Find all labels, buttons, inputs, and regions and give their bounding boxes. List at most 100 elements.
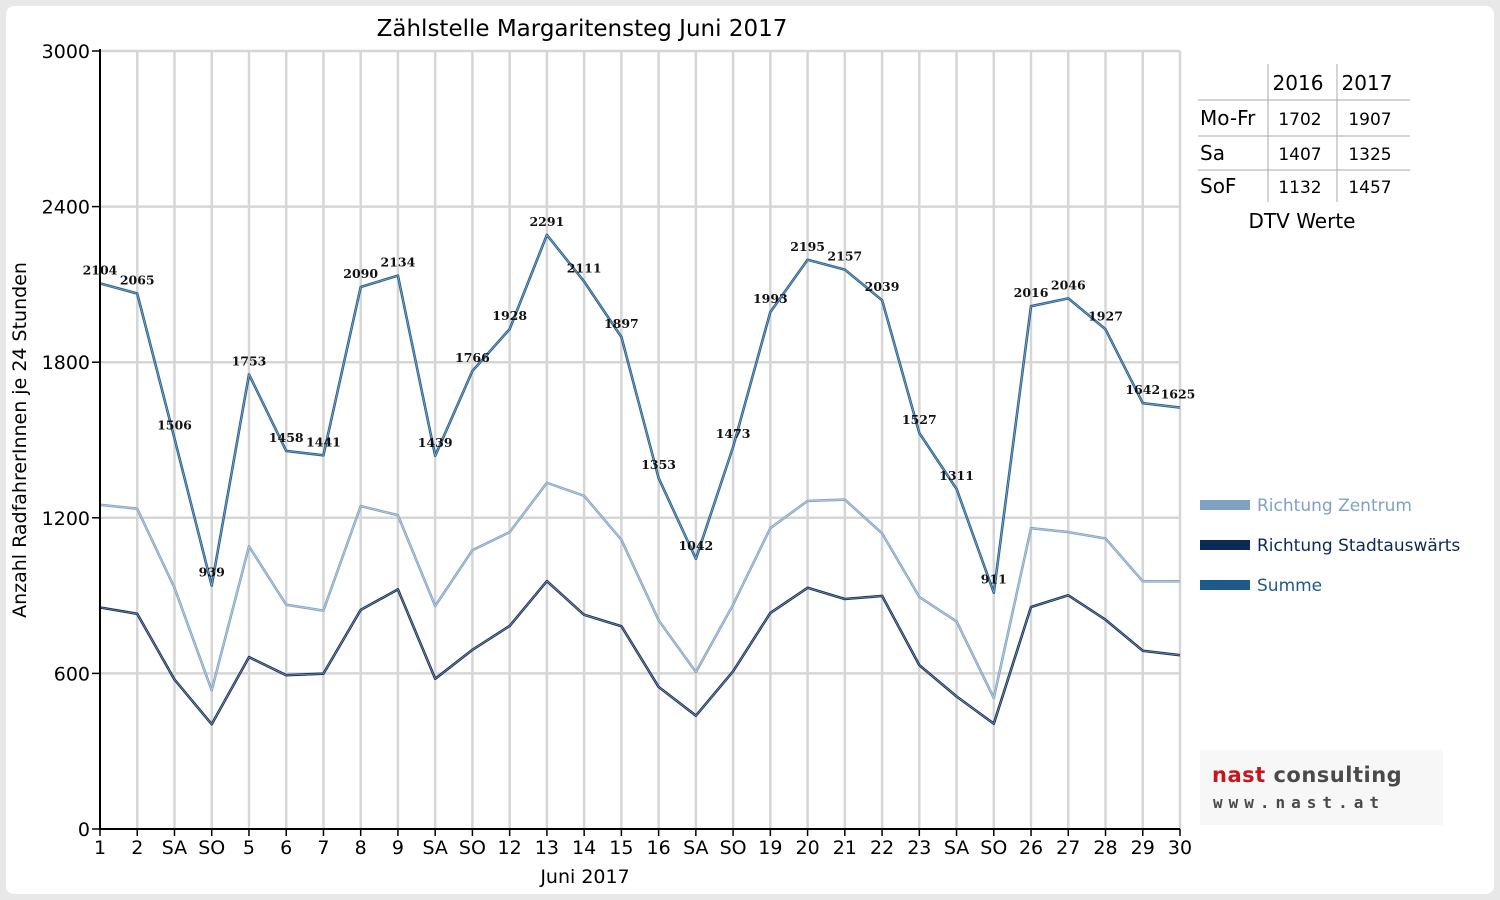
- dtv-cell: 1457: [1348, 178, 1391, 198]
- data-label: 1766: [455, 350, 490, 365]
- dtv-cell: 1407: [1278, 145, 1321, 165]
- x-tick-label: 23: [907, 837, 931, 859]
- x-tick-label: 19: [758, 837, 782, 859]
- y-tick-label: 1800: [42, 352, 90, 374]
- data-label: 2195: [790, 239, 825, 254]
- x-tick-label: 16: [647, 837, 671, 859]
- dtv-row-label: Sa: [1200, 141, 1225, 165]
- x-tick-label: 8: [355, 837, 367, 859]
- data-label: 1527: [902, 412, 937, 427]
- x-tick-label: 13: [535, 837, 559, 859]
- x-axis-title: Juni 2017: [539, 866, 629, 888]
- x-tick-label: 28: [1093, 837, 1117, 859]
- dtv-cell: 1325: [1348, 145, 1391, 165]
- data-label: 1441: [306, 434, 341, 449]
- y-tick-label: 600: [54, 663, 90, 685]
- dtv-row-label: SoF: [1200, 174, 1236, 198]
- logo: nast consulting www.nast.at: [1200, 750, 1443, 825]
- x-tick-label: 20: [795, 837, 819, 859]
- chart-frame: [6, 6, 1494, 894]
- data-label: 2291: [529, 214, 564, 229]
- x-tick-label: SO: [980, 837, 1007, 859]
- data-label: 1311: [939, 468, 974, 483]
- x-tick-label: SO: [720, 837, 747, 859]
- x-tick-label: 9: [392, 837, 404, 859]
- data-label: 1506: [157, 417, 192, 432]
- data-label: 1928: [492, 308, 527, 323]
- y-axis-title: Anzahl RadfahrerInnen je 24 Stunden: [9, 262, 31, 618]
- y-tick-label: 0: [78, 819, 90, 841]
- dtv-cell: 1702: [1278, 110, 1321, 130]
- data-label: 1042: [678, 538, 713, 553]
- grid: [100, 49, 1182, 829]
- legend-swatch-summe: [1200, 580, 1250, 590]
- dtv-cell: 1907: [1348, 110, 1391, 130]
- legend-swatch-stadtauswaerts: [1200, 540, 1250, 550]
- legend-label-zentrum: Richtung Zentrum: [1257, 496, 1412, 516]
- series-line: [99, 579, 1181, 726]
- legend-swatch-zentrum: [1200, 500, 1250, 510]
- x-tick-label: 30: [1168, 837, 1192, 859]
- legend: Richtung Zentrum Richtung Stadtauswärts …: [1200, 496, 1460, 596]
- data-label: 2104: [83, 262, 118, 277]
- data-label: 1473: [716, 426, 751, 441]
- data-label: 2157: [827, 249, 862, 264]
- x-tick-label: 29: [1131, 837, 1155, 859]
- data-label: 1927: [1088, 308, 1123, 323]
- x-tick-label: 22: [870, 837, 894, 859]
- data-label: 2111: [567, 261, 602, 276]
- x-tick-label: 27: [1056, 837, 1080, 859]
- dtv-cell: 1132: [1278, 178, 1321, 198]
- x-tick-label: 1: [94, 837, 106, 859]
- y-tick-label: 1200: [42, 508, 90, 530]
- x-tick-label: 15: [609, 837, 633, 859]
- data-label: 2039: [865, 279, 900, 294]
- x-tick-label: 12: [498, 837, 522, 859]
- dtv-caption: DTV Werte: [1249, 209, 1356, 233]
- dtv-header-2016: 2016: [1273, 71, 1324, 95]
- x-tick-label: 7: [317, 837, 329, 859]
- x-tick-label: SO: [459, 837, 486, 859]
- series-line-highlight: [99, 482, 1180, 699]
- x-tick-label: 26: [1019, 837, 1043, 859]
- x-tick-label: SA: [422, 837, 447, 859]
- chart-title: Zählstelle Margaritensteg Juni 2017: [377, 16, 788, 42]
- data-label: 1993: [753, 291, 788, 306]
- data-label: 2090: [343, 266, 378, 281]
- legend-label-stadtauswaerts: Richtung Stadtauswärts: [1257, 536, 1460, 556]
- x-tick-label: SA: [162, 837, 187, 859]
- y-tick-label: 3000: [42, 41, 90, 63]
- dtv-row-label: Mo-Fr: [1200, 106, 1256, 130]
- logo-brand-red: nast: [1212, 763, 1266, 787]
- data-label: 2065: [120, 272, 155, 287]
- logo-brand: nast consulting: [1212, 763, 1402, 787]
- data-label: 1753: [232, 353, 267, 368]
- data-label: 1353: [641, 457, 676, 472]
- data-label: 1642: [1125, 382, 1160, 397]
- legend-label-summe: Summe: [1257, 576, 1322, 596]
- data-label: 911: [981, 572, 1007, 587]
- dtv-header-2017: 2017: [1342, 71, 1393, 95]
- series-line: [99, 481, 1180, 700]
- data-label: 1458: [269, 430, 304, 445]
- x-tick-label: SA: [683, 837, 708, 859]
- data-label: 1439: [418, 435, 453, 450]
- data-label: 2016: [1014, 285, 1049, 300]
- x-tick-label: 5: [243, 837, 255, 859]
- data-label: 1897: [604, 316, 639, 331]
- logo-url: www.nast.at: [1213, 793, 1385, 812]
- data-label: 2046: [1051, 277, 1086, 292]
- x-tick-label: 21: [833, 837, 857, 859]
- data-label: 2134: [381, 255, 416, 270]
- x-tick-label: 14: [572, 837, 596, 859]
- x-tick-label: 2: [131, 837, 143, 859]
- series-line-highlight: [99, 234, 1181, 593]
- dtv-table: 2016 2017 Mo-Fr 1702 1907 Sa 1407 1325 S…: [1198, 64, 1410, 233]
- x-tick-label: SA: [944, 837, 969, 859]
- x-tick-label: SO: [198, 837, 225, 859]
- logo-brand-gray: consulting: [1273, 763, 1403, 787]
- data-label: 1625: [1161, 387, 1196, 402]
- series-lines: [99, 233, 1181, 726]
